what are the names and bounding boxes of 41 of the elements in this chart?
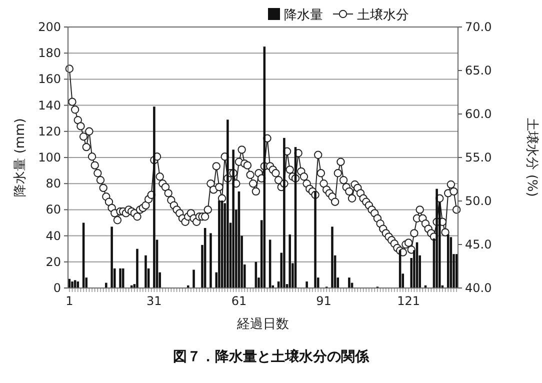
y2-tick-label: 65.0 — [465, 64, 492, 78]
y-tick-label: 40 — [46, 228, 61, 243]
bar — [119, 268, 122, 288]
bar — [331, 226, 334, 288]
y-tick-label: 100 — [38, 150, 61, 164]
y2-tick-label: 55.0 — [465, 150, 492, 164]
y-tick-label: 120 — [38, 124, 61, 138]
y-tick-label: 180 — [38, 46, 61, 60]
y2-tick-label: 60.0 — [465, 107, 492, 121]
legend-label: 土壌水分 — [357, 7, 409, 23]
y-axis-title: 降水量 (mm) — [13, 118, 28, 197]
y2-axis-title: 土壌水分 (%) — [524, 118, 540, 197]
y2-tick-label: 70.0 — [465, 20, 492, 34]
x-axis-title: 経過日数 — [236, 317, 289, 332]
y-tick-label: 200 — [38, 20, 61, 34]
y-tick-label: 20 — [46, 254, 61, 269]
bar — [136, 248, 138, 288]
y2-tick-label: 45.0 — [465, 238, 492, 252]
bar — [210, 233, 212, 288]
text: 図７．降水量と土壌水分の関係 — [173, 348, 370, 365]
bar — [288, 234, 291, 288]
x-tick-label: 121 — [397, 294, 420, 308]
x-tick-label: 1 — [66, 294, 74, 308]
bar — [348, 278, 350, 288]
y2-tick-label: 50.0 — [465, 194, 492, 208]
bar — [192, 270, 195, 288]
bar — [105, 282, 108, 288]
y2-tick-label: 40.0 — [465, 281, 492, 295]
y-tick-label: 0 — [53, 281, 61, 295]
x-tick-label: 31 — [146, 294, 162, 308]
bar — [71, 281, 74, 288]
bar — [306, 281, 308, 288]
legend-label: 降水量 — [284, 8, 323, 23]
y-tick-label: 60 — [46, 202, 61, 217]
y-tick-label: 140 — [38, 98, 61, 112]
bar — [144, 255, 147, 288]
x-tick-label: 61 — [231, 294, 247, 308]
y-tick-label: 80 — [46, 176, 61, 191]
bar — [110, 226, 113, 288]
y-tick-label: 160 — [38, 72, 61, 86]
x-tick-label: 91 — [316, 294, 332, 308]
